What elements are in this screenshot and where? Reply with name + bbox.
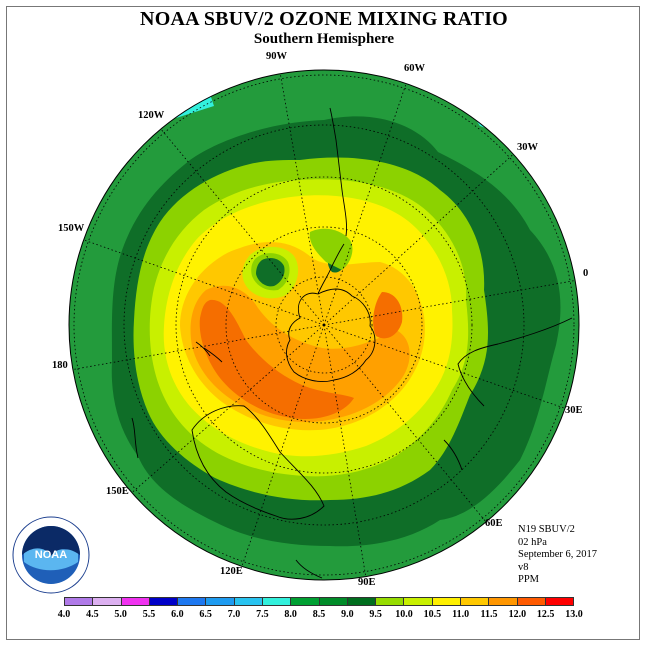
- info-satellite: N19 SBUV/2: [518, 524, 575, 535]
- indian-coast: [443, 439, 463, 471]
- colorbar-tick-label: 7.5: [256, 609, 269, 620]
- lon-label-180: 180: [52, 360, 68, 371]
- coastlines: [131, 107, 573, 579]
- antarctic-peninsula: [317, 243, 345, 295]
- lon-label-30e: 30E: [565, 405, 583, 416]
- info-level: 02 hPa: [518, 536, 547, 548]
- lon-label-120w: 120W: [138, 110, 165, 121]
- colorbar-swatch: [121, 598, 150, 605]
- colorbar-tick-label: 7.0: [227, 609, 241, 620]
- colorbar-tick-label: 12.5: [536, 609, 555, 620]
- figure-frame: [6, 6, 640, 640]
- lon-label-150e: 150E: [106, 486, 129, 497]
- colorbar-tick-label: 10.0: [395, 609, 413, 620]
- colorbar-swatch: [432, 598, 461, 605]
- africa-coast: [457, 317, 573, 407]
- colorbar-swatch: [234, 598, 263, 605]
- colorbar-tick-label: 6.0: [171, 609, 184, 620]
- colorbar-tick-label: 12.0: [508, 609, 527, 620]
- colorbar-tick-label: 9.0: [341, 609, 354, 620]
- field-12-0-b: [373, 292, 403, 339]
- lon-label-0: 0: [583, 268, 589, 279]
- colorbar-swatch: [347, 598, 377, 605]
- lon-label-60w: 60W: [404, 63, 425, 74]
- colorbar-swatch: [93, 598, 122, 605]
- svg-text:NOAA: NOAA: [35, 549, 67, 561]
- colorbar-tick-label: 11.5: [480, 609, 498, 620]
- lon-label-90w: 90W: [266, 51, 287, 62]
- colorbar-tick-label: 8.0: [284, 609, 297, 620]
- colorbar-tick-label: 6.5: [199, 609, 212, 620]
- colorbar-swatch: [517, 598, 546, 605]
- lon-label-120e: 120E: [220, 566, 243, 577]
- info-date: September 6, 2017: [518, 549, 598, 561]
- sea-coast: [131, 417, 139, 459]
- colorbar-tick-label: 5.0: [114, 609, 127, 620]
- colorbar-swatch: [460, 598, 490, 605]
- graticule: [69, 71, 579, 579]
- colorbar-swatch: [404, 598, 433, 605]
- colorbar-swatch: [149, 598, 179, 605]
- field-9-5-blob: [309, 228, 353, 270]
- colorbar-tick-label: 4.5: [86, 609, 99, 620]
- lon-label-90e: 90E: [358, 577, 376, 588]
- colorbar-tick-label: 8.5: [312, 609, 326, 620]
- colorbar-swatch: [545, 598, 574, 605]
- new-zealand-2: [195, 341, 211, 357]
- colorbar: [64, 597, 574, 606]
- colorbar-tick-label: 13.0: [565, 609, 583, 620]
- colorbar-tick-label: 5.5: [142, 609, 156, 620]
- colorbar-swatch: [65, 598, 94, 605]
- field-9-0-eye: [256, 258, 285, 287]
- colorbar-swatch: [376, 598, 405, 605]
- colorbar-swatch: [262, 598, 292, 605]
- info-units: PPM: [518, 574, 540, 586]
- lon-label-30w: 30W: [517, 142, 538, 153]
- new-zealand-1: [203, 347, 223, 363]
- asia-coast: [295, 559, 323, 579]
- colorbar-swatch: [178, 598, 207, 605]
- info-version: v8: [518, 561, 529, 573]
- colorbar-tick-label: 9.5: [369, 609, 382, 620]
- colorbar-swatch: [291, 598, 320, 605]
- chart-subtitle: Southern Hemisphere: [253, 31, 395, 47]
- colorbar-swatch: [489, 598, 518, 605]
- chart-title: NOAA SBUV/2 OZONE MIXING RATIO: [140, 8, 508, 30]
- colorbar-tick-label: 4.0: [57, 609, 71, 620]
- antarctica-coast: [286, 288, 376, 383]
- australia-coast: [191, 405, 325, 520]
- lon-label-60e: 60E: [485, 518, 503, 529]
- colorbar-tick-label: 11.0: [452, 609, 470, 620]
- south-america-coast: [329, 107, 347, 237]
- noaa-logo: NOAA: [12, 516, 90, 594]
- colorbar-swatch: [206, 598, 235, 605]
- field-12-0: [199, 299, 354, 420]
- colorbar-swatch: [319, 598, 348, 605]
- info-block: N19 SBUV/2 02 hPa September 6, 2017 v8 P…: [518, 524, 597, 587]
- lon-label-150w: 150W: [58, 223, 85, 234]
- map-border: [68, 69, 580, 581]
- colorbar-tick-label: 10.5: [423, 609, 442, 620]
